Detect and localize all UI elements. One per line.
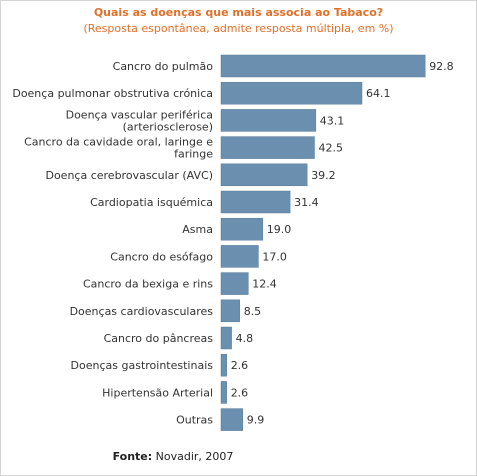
category-label-6: Asma [182,223,213,236]
value-label-10: 4.8 [236,332,254,345]
bar-chart: 92.8 Cancro do pulmão 64.1 Doença pulmonar … [12,54,454,431]
source-label: Fonte: [112,450,153,463]
category-label-3-line-1: faringe [174,148,213,161]
category-label-9: Doenças cardiovasculares [70,305,214,318]
category-label-7: Cancro do esófago [110,250,213,263]
category-label-4: Doença cerebrovascular (AVC) [45,169,213,182]
source-value: Novadir, 2007 [155,450,234,463]
bar-8 [220,272,249,295]
bar-3 [220,136,315,159]
category-label-0: Cancro do pulmão [113,60,214,73]
value-label-4: 39.2 [311,169,336,182]
value-label-3: 42.5 [319,142,344,155]
chart-title: Quais as doenças que mais associa ao Tab… [93,6,384,19]
category-label-1: Doença pulmonar obstrutiva crónica [12,87,213,100]
value-label-7: 17.0 [262,250,287,263]
value-label-2: 43.1 [320,114,345,127]
bar-0 [220,54,426,78]
value-label-12: 2.6 [231,386,249,399]
value-label-11: 2.6 [231,359,249,372]
value-label-8: 12.4 [252,278,276,291]
category-label-3-line-0: Cancro da cavidade oral, laringe e [24,136,213,149]
bar-2 [220,109,317,132]
bar-13 [220,408,244,431]
category-label-2-line-0: Doença vascular periférica [66,108,213,121]
value-label-6: 19.0 [267,223,292,236]
category-label-2-line-1: (arteriosclerose) [123,120,213,133]
category-label-10: Cancro do pâncreas [104,332,214,345]
source-note: Fonte: Novadir, 2007 [0,450,346,463]
value-label-13: 9.9 [247,414,264,427]
bar-11 [220,353,227,377]
category-label-5: Cardiopatia isquémica [90,196,213,209]
bar-9 [220,299,240,323]
bar-1 [220,81,363,105]
category-label-11: Doenças gastrointestinais [71,359,214,372]
bar-6 [220,217,264,241]
value-label-1: 64.1 [366,87,391,100]
value-label-0: 92.8 [429,60,454,73]
bar-7 [220,245,259,268]
value-label-9: 8.5 [244,305,262,318]
category-label-12: Hipertensão Arterial [102,386,213,399]
bar-5 [220,190,291,214]
chart-subtitle: (Resposta espontânea, admite resposta mú… [83,22,394,35]
bar-4 [220,163,308,187]
bar-12 [220,381,227,404]
value-label-5: 31.4 [294,196,319,209]
category-label-13: Outras [176,414,213,427]
bar-10 [220,326,232,350]
category-label-8: Cancro da bexiga e rins [83,278,213,291]
